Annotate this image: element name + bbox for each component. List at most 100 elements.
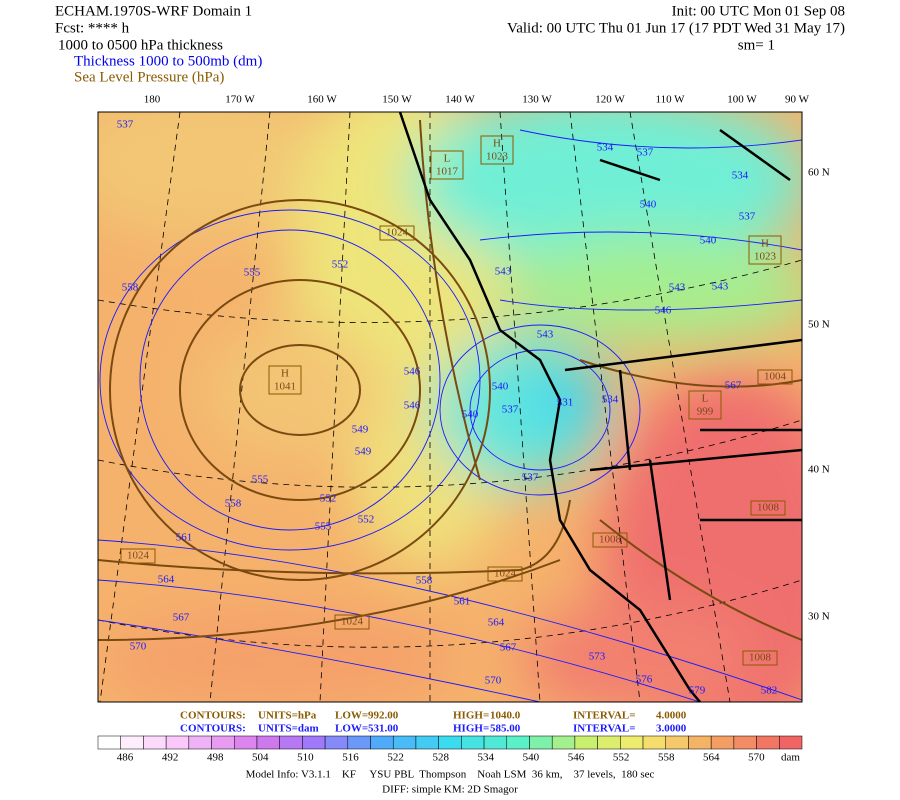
- colorbar-label: 504: [252, 752, 269, 764]
- pressure-box: [334, 614, 370, 630]
- header-text: Thickness 1000 to 500mb (dm): [74, 53, 262, 69]
- thickness-label: 570: [130, 641, 147, 653]
- pressure-label: 1008: [749, 652, 772, 664]
- thickness-label: 558: [416, 575, 433, 587]
- pressure-box: [487, 566, 523, 582]
- pressure-center-value: 1023: [754, 251, 777, 263]
- pressure-box: [748, 235, 782, 265]
- longitude-label: 110 W: [655, 94, 685, 106]
- thickness-label: 567: [725, 380, 742, 392]
- colorbar-cell: [779, 735, 803, 750]
- colorbar-label: 564: [703, 752, 720, 764]
- thickness-label: 579: [689, 685, 706, 697]
- colorbar-cell: [756, 735, 780, 750]
- latitude-label: 40 N: [808, 464, 830, 476]
- contour-info: LOW=: [335, 723, 368, 735]
- contour-info: 585.00: [490, 723, 521, 735]
- header-text: 1000 to 0500 hPa thickness: [58, 37, 223, 53]
- thickness-label: 540: [700, 235, 717, 247]
- thickness-label: 558: [225, 498, 242, 510]
- thickness-label: 564: [488, 617, 505, 629]
- contour-info: CONTOURS:: [180, 710, 246, 722]
- colorbar-label: 570: [748, 752, 765, 764]
- thickness-label: 537: [739, 211, 756, 223]
- colorbar-cell: [438, 735, 462, 750]
- colorbar-cell: [461, 735, 485, 750]
- colorbar-label: 528: [432, 752, 449, 764]
- colorbar-cell: [642, 735, 666, 750]
- pressure-label: 1024: [127, 550, 150, 562]
- contour-info: UNITS=hPa: [258, 710, 317, 722]
- pressure-label: 1024: [386, 227, 409, 239]
- thickness-label: 531: [557, 397, 574, 409]
- thickness-label: 546: [655, 305, 672, 317]
- thickness-label: 537: [117, 119, 134, 131]
- longitude-label: 90 W: [785, 94, 810, 106]
- diff-info: DIFF: simple KM: 2D Smagor: [382, 784, 518, 796]
- longitude-label: 120 W: [595, 94, 625, 106]
- longitude-label: 150 W: [382, 94, 412, 106]
- pressure-center-value: 1023: [486, 151, 509, 163]
- longitude-label: 100 W: [727, 94, 757, 106]
- thickness-label: 549: [352, 424, 369, 436]
- thickness-label: 567: [173, 612, 190, 624]
- colorbar-cell: [234, 735, 258, 750]
- colorbar-cell: [710, 735, 735, 750]
- longitude-label: 140 W: [445, 94, 475, 106]
- thickness-label: 561: [454, 596, 471, 608]
- colorbar-label: 540: [523, 752, 540, 764]
- thickness-label: 543: [712, 281, 729, 293]
- header-text: Init: 00 UTC Mon 01 Sep 08: [672, 3, 845, 19]
- colorbar-label: 510: [297, 752, 314, 764]
- pressure-label: 1024: [494, 568, 517, 580]
- colorbar-cell: [370, 735, 394, 750]
- thickness-label: 555: [315, 521, 332, 533]
- pressure-box: [688, 390, 722, 420]
- colorbar-cell: [620, 735, 644, 750]
- latitude-label: 60 N: [808, 167, 830, 179]
- thickness-contours: [98, 129, 802, 702]
- thickness-label: 546: [404, 366, 421, 378]
- colorbar-label: 534: [478, 752, 495, 764]
- header-text: ECHAM.1970S-WRF Domain 1: [55, 3, 252, 19]
- colorbar-cell: [256, 735, 280, 750]
- pressure-center-type: H: [281, 368, 289, 380]
- contour-info: 3.0000: [656, 723, 687, 735]
- colorbar-cell: [551, 735, 576, 750]
- latitude-label: 30 N: [808, 611, 830, 623]
- colorbar-cell: [665, 735, 689, 750]
- contour-info: 4.0000: [656, 710, 687, 722]
- colorbar-cell: [688, 735, 712, 750]
- thickness-label: 537: [522, 472, 539, 484]
- colorbar-cell: [574, 735, 598, 750]
- thickness-label: 570: [485, 675, 502, 687]
- contour-info: CONTOURS:: [180, 723, 246, 735]
- pressure-box: [742, 650, 778, 666]
- thickness-label: 552: [332, 259, 349, 271]
- pressure-center-type: H: [761, 238, 769, 250]
- thickness-label: 543: [669, 282, 686, 294]
- colorbar-label: 492: [162, 752, 179, 764]
- pressure-box: [430, 150, 464, 180]
- model-info: Model Info: V3.1.1 KF YSU PBL Thompson N…: [246, 769, 655, 781]
- pressure-center-type: L: [444, 153, 451, 165]
- colorbar-label: 552: [613, 752, 630, 764]
- thickness-label: 540: [462, 409, 479, 421]
- colorbar-cell: [506, 735, 530, 750]
- longitude-label: 160 W: [307, 94, 337, 106]
- thickness-label: 534: [597, 142, 614, 154]
- contour-info: INTERVAL=: [573, 723, 636, 735]
- thickness-label: 537: [637, 147, 654, 159]
- pressure-contours: [98, 119, 802, 641]
- colorbar-cell: [211, 735, 235, 750]
- pressure-center-value: 1017: [436, 166, 459, 178]
- contour-info: 992.00: [368, 710, 399, 722]
- thickness-label: 561: [176, 532, 193, 544]
- colorbar-cell: [324, 735, 349, 750]
- longitude-label: 180: [144, 94, 161, 106]
- header-text: sm= 1: [738, 37, 775, 53]
- colorbar-cell: [597, 735, 621, 750]
- thickness-label: 552: [358, 514, 375, 526]
- thickness-label: 558: [122, 282, 139, 294]
